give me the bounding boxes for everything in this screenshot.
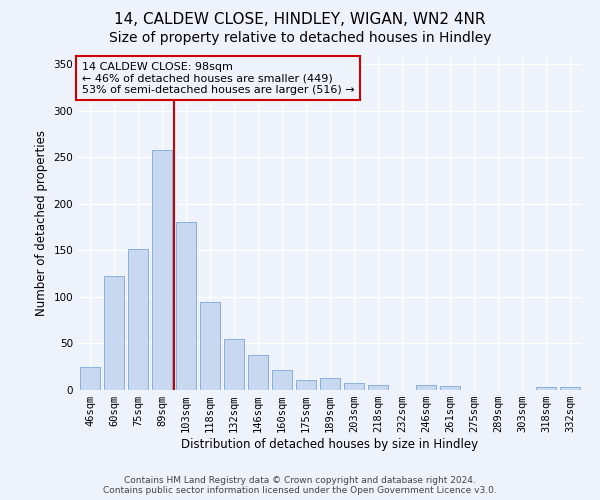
Bar xyxy=(80,366,100,390)
Y-axis label: Number of detached properties: Number of detached properties xyxy=(35,130,48,316)
X-axis label: Distribution of detached houses by size in Hindley: Distribution of detached houses by size … xyxy=(181,438,479,451)
Bar xyxy=(440,386,460,390)
Bar xyxy=(296,380,316,390)
Text: 14, CALDEW CLOSE, HINDLEY, WIGAN, WN2 4NR: 14, CALDEW CLOSE, HINDLEY, WIGAN, WN2 4N… xyxy=(114,12,486,28)
Text: Size of property relative to detached houses in Hindley: Size of property relative to detached ho… xyxy=(109,31,491,45)
Bar xyxy=(320,378,340,390)
Text: 14 CALDEW CLOSE: 98sqm
← 46% of detached houses are smaller (449)
53% of semi-de: 14 CALDEW CLOSE: 98sqm ← 46% of detached… xyxy=(82,62,354,94)
Text: Contains HM Land Registry data © Crown copyright and database right 2024.
Contai: Contains HM Land Registry data © Crown c… xyxy=(103,476,497,495)
Bar xyxy=(344,384,364,390)
Bar xyxy=(272,370,292,390)
Bar xyxy=(176,222,196,390)
Bar xyxy=(248,354,268,390)
Bar xyxy=(416,386,436,390)
Bar xyxy=(128,248,148,390)
Bar xyxy=(104,276,124,390)
Bar xyxy=(536,387,556,390)
Bar xyxy=(224,339,244,390)
Bar xyxy=(560,387,580,390)
Bar xyxy=(200,302,220,390)
Bar xyxy=(368,386,388,390)
Bar xyxy=(152,150,172,390)
